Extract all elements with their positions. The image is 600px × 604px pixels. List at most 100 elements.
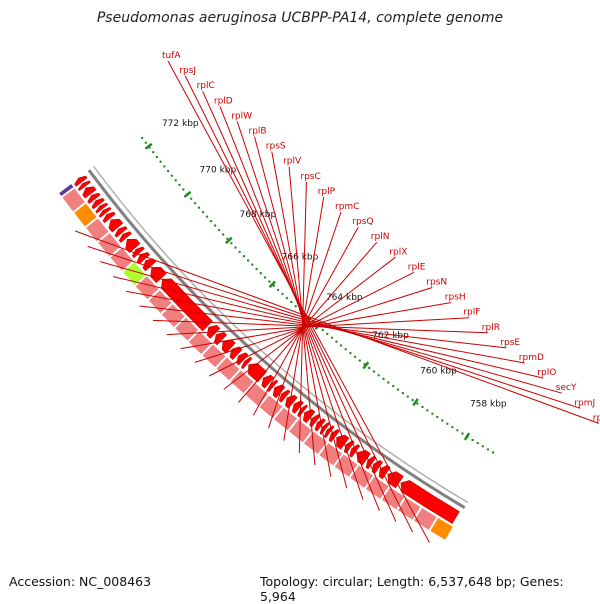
scale-label: 760 kbp	[420, 366, 457, 376]
scale-dot	[406, 395, 409, 398]
feature-band-segment	[412, 506, 438, 532]
gene-leader-line	[288, 166, 316, 465]
scale-major-tick	[144, 142, 153, 150]
feature-band-segment	[333, 453, 359, 479]
scale-dot	[339, 344, 343, 347]
scale-dot	[353, 355, 357, 358]
scale-dot	[330, 336, 334, 339]
gene-leader-line	[100, 261, 562, 394]
backbone-inner	[93, 166, 469, 504]
gene-label: rplN	[371, 232, 390, 242]
scale-dot	[344, 348, 347, 351]
feature-band-segment	[302, 430, 329, 456]
feature-band-segment	[57, 182, 75, 198]
gene-label: rpsN	[426, 278, 447, 288]
feature-band-segment	[229, 368, 255, 395]
scale-major-tick	[362, 361, 370, 370]
scale-dot	[451, 425, 454, 429]
scale-dot	[251, 263, 254, 266]
cds-arrow	[74, 175, 88, 187]
scale-dot	[182, 188, 185, 191]
scale-major-tick	[183, 190, 192, 198]
scale-dot	[255, 267, 258, 271]
feature-band-segment	[215, 356, 241, 382]
scale-dot	[213, 224, 217, 227]
gene-leader-line	[252, 226, 359, 416]
scale-dot	[326, 332, 329, 336]
cds-arrow	[77, 180, 91, 192]
scale-dot	[481, 445, 484, 448]
scale-dot	[230, 242, 233, 245]
cds-arrow	[95, 202, 109, 214]
scale-dot	[491, 451, 495, 454]
scale-dot	[471, 438, 474, 442]
scale-dot	[396, 388, 400, 391]
scale-dot	[144, 141, 147, 144]
scale-label: 766 kbp	[282, 253, 319, 263]
feature-band-segment	[187, 329, 214, 356]
scale-dot	[222, 233, 225, 236]
cds-arrow	[87, 192, 101, 204]
scale-label: 772 kbp	[162, 119, 199, 129]
scale-dot	[411, 398, 414, 402]
gene-label: rpsH	[445, 293, 466, 303]
scale-dot	[159, 160, 162, 163]
cds-arrow	[91, 197, 105, 210]
scale-dot	[238, 250, 241, 254]
gene-label: rpsQ	[352, 217, 373, 227]
gene-label: rplF	[463, 308, 480, 318]
cds-arrow	[82, 186, 97, 199]
cds-arrow	[267, 379, 279, 393]
gene-label: rplV	[283, 157, 302, 167]
gene-leader-line	[283, 196, 325, 441]
scale-dot	[401, 391, 405, 395]
cds-arrow	[125, 238, 141, 254]
feature-band-segment	[396, 496, 422, 522]
scale-dot	[372, 370, 376, 373]
gene-label: secY	[556, 383, 577, 393]
scale-dot	[335, 340, 338, 343]
cds-arrow	[278, 389, 291, 403]
scale-label: 764 kbp	[326, 293, 363, 303]
scale-dot	[416, 402, 419, 405]
scale-major-tick	[225, 236, 233, 245]
feature-band-segment	[272, 406, 299, 432]
backbone-layer	[87, 166, 469, 509]
scale-dot	[242, 255, 246, 258]
gene-label: rplW	[231, 111, 252, 121]
cds-arrow	[118, 231, 132, 243]
scale-dot	[294, 305, 297, 308]
scale-major-tick	[268, 280, 277, 289]
cds-arrow	[302, 409, 316, 424]
gene-label: rpmJ	[574, 398, 595, 408]
scale-dot	[209, 220, 213, 223]
scale-dot	[285, 296, 289, 300]
cds-arrow	[114, 226, 128, 238]
gene-label: rplD	[214, 96, 233, 106]
scale-label: 762 kbp	[372, 331, 409, 341]
accession-label: Accession: NC_008463	[9, 574, 152, 589]
gene-label: tufA	[162, 51, 181, 61]
feature-band-segment	[61, 187, 87, 213]
backbone-outer	[87, 169, 466, 509]
gene-label: rpmD	[519, 353, 544, 363]
scale-major-tick	[412, 398, 419, 407]
scale-dot	[446, 422, 449, 425]
feature-band-segment	[173, 316, 200, 343]
cds-arrow	[108, 218, 124, 233]
gene-label: rpmC	[335, 202, 359, 212]
feature-band-segment	[147, 288, 173, 315]
scale-dot	[476, 441, 479, 445]
scale-dot	[193, 202, 197, 205]
gene-label: rplB	[249, 127, 267, 137]
scale-dot	[170, 174, 174, 177]
scale-dot	[155, 155, 159, 159]
scale-dot	[268, 280, 271, 283]
scale-dot	[263, 276, 267, 279]
gene-label: rpsJ	[179, 66, 196, 76]
scale-dot	[178, 183, 181, 187]
scale-dot	[174, 179, 177, 182]
scale-dot	[426, 409, 429, 412]
